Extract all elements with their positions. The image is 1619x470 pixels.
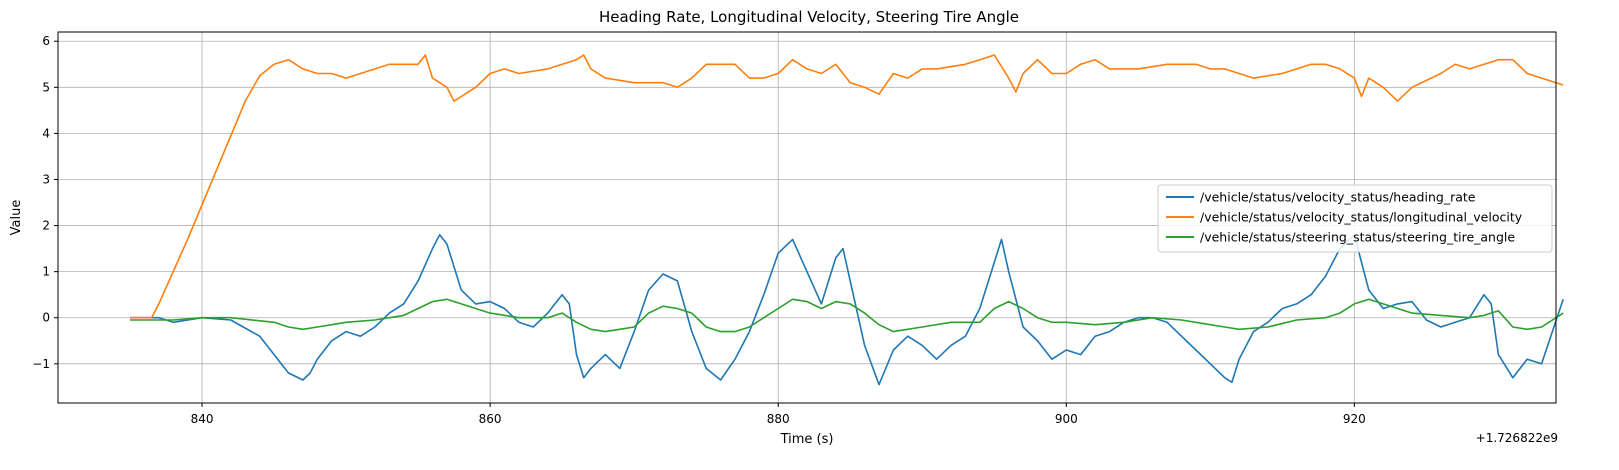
x-tick-label: 900	[1055, 412, 1078, 426]
y-tick-label: 1	[42, 265, 50, 279]
y-tick-label: 0	[42, 311, 50, 325]
ticks-layer: 840 860 880 900 920 −1 0 1 2 3 4 5 6	[32, 34, 1366, 426]
series-line-1	[130, 54, 1564, 319]
y-axis-label: Value	[9, 200, 24, 236]
y-tick-label: 4	[42, 126, 50, 140]
series-line-2	[130, 298, 1564, 333]
x-tick-label: 920	[1343, 412, 1366, 426]
x-tick-label: 880	[767, 412, 790, 426]
legend-label: /vehicle/status/velocity_status/heading_…	[1200, 190, 1476, 205]
chart-title: Heading Rate, Longitudinal Velocity, Ste…	[599, 8, 1019, 26]
x-axis-offset-label: +1.726822e9	[1476, 431, 1558, 445]
legend-label: /vehicle/status/steering_status/steering…	[1200, 230, 1515, 245]
y-tick-label: 3	[42, 172, 50, 186]
series-line-0	[130, 234, 1564, 386]
legend-box	[1157, 184, 1553, 253]
x-axis-label: Time (s)	[780, 432, 834, 447]
x-tick-label: 860	[479, 412, 502, 426]
series-layer	[130, 54, 1564, 386]
y-tick-label: −1	[32, 357, 50, 371]
legend-label: /vehicle/status/velocity_status/longitud…	[1200, 210, 1523, 225]
grid-layer	[58, 32, 1556, 403]
y-tick-label: 6	[42, 34, 50, 48]
legend: /vehicle/status/velocity_status/heading_…	[1157, 184, 1553, 253]
plot-frame	[57, 31, 1557, 404]
y-tick-label: 5	[42, 80, 50, 94]
y-tick-label: 2	[42, 219, 50, 233]
x-tick-label: 840	[191, 412, 214, 426]
